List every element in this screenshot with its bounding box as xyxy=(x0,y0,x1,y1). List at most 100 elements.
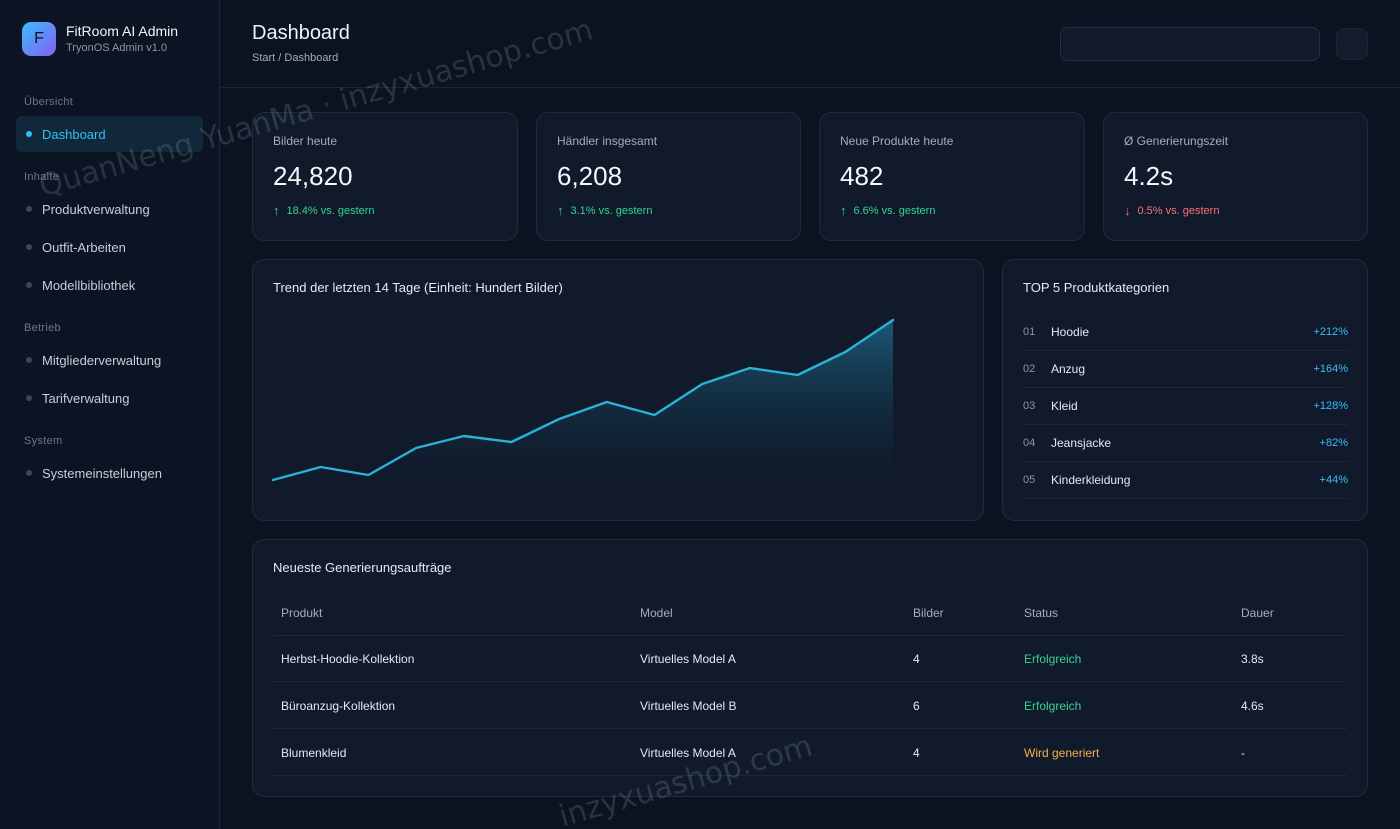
list-item[interactable]: 02 Anzug +164% xyxy=(1023,351,1348,388)
status-badge: Erfolgreich xyxy=(1024,698,1082,713)
page-title: Dashboard xyxy=(252,22,350,44)
category-growth: +44% xyxy=(1319,474,1348,486)
stat-change-text: 0.5% vs. gestern xyxy=(1137,204,1220,217)
brand[interactable]: F FitRoom AI Admin TryonOS Admin v1.0 xyxy=(22,22,178,56)
cell-images: 4 xyxy=(913,745,920,760)
arrow-down-icon: ↓ xyxy=(1124,203,1131,218)
stat-value: 4.2s xyxy=(1124,161,1174,191)
list-item[interactable]: 04 Jeansjacke +82% xyxy=(1023,425,1348,462)
sidebar-item-label: Modellbibliothek xyxy=(42,277,136,293)
search-input[interactable] xyxy=(1060,27,1320,61)
cell-duration: - xyxy=(1241,745,1245,760)
category-name: Kleid xyxy=(1051,399,1078,413)
stat-value: 482 xyxy=(840,161,884,191)
stat-change: ↓ 0.5% vs. gestern xyxy=(1124,203,1219,218)
nav-dot-icon xyxy=(26,395,32,401)
sidebar-item-models[interactable]: Modellbibliothek xyxy=(16,267,203,303)
main-content: Dashboard Start / Dashboard Bilder heute… xyxy=(220,0,1400,829)
sidebar-item-label: Produktverwaltung xyxy=(42,201,150,217)
table-row[interactable]: Herbst-Hoodie-Kollektion Virtuelles Mode… xyxy=(273,635,1347,682)
stat-label: Händler insgesamt xyxy=(557,134,658,148)
nav-dot-icon xyxy=(26,282,32,288)
cell-product: Herbst-Hoodie-Kollektion xyxy=(281,651,415,666)
category-rank: 01 xyxy=(1023,326,1036,338)
cell-duration: 4.6s xyxy=(1241,698,1264,713)
sidebar: F FitRoom AI Admin TryonOS Admin v1.0 Üb… xyxy=(0,0,220,829)
column-header-images[interactable]: Bilder xyxy=(913,605,944,620)
category-name: Hoodie xyxy=(1051,325,1090,339)
stat-label: Ø Generierungszeit xyxy=(1124,134,1229,148)
stat-change: ↑ 18.4% vs. gestern xyxy=(273,203,375,218)
nav-dot-icon xyxy=(26,131,32,137)
stat-change-text: 3.1% vs. gestern xyxy=(570,204,653,217)
sidebar-item-settings[interactable]: Systemeinstellungen xyxy=(16,455,203,491)
category-name: Anzug xyxy=(1051,362,1086,376)
header-action-button[interactable] xyxy=(1336,28,1368,60)
cell-model: Virtuelles Model A xyxy=(640,745,736,760)
sidebar-item-dashboard[interactable]: Dashboard xyxy=(16,116,203,152)
table-header: Produkt Model Bilder Status Dauer xyxy=(273,589,1347,636)
stat-change: ↑ 3.1% vs. gestern xyxy=(557,203,652,218)
chart-title: Trend der letzten 14 Tage (Einheit: Hund… xyxy=(273,280,563,295)
category-name: Jeansjacke xyxy=(1051,436,1112,450)
stat-change-text: 18.4% vs. gestern xyxy=(286,204,375,217)
nav-section-system: System xyxy=(24,435,63,447)
category-growth: +128% xyxy=(1313,400,1348,412)
list-item[interactable]: 05 Kinderkleidung +44% xyxy=(1023,462,1348,499)
cell-model: Virtuelles Model B xyxy=(640,698,737,713)
status-badge: Erfolgreich xyxy=(1024,651,1082,666)
table-row[interactable]: Blumenkleid Virtuelles Model A 4 Wird ge… xyxy=(273,729,1347,776)
stat-change-text: 6.6% vs. gestern xyxy=(853,204,936,217)
top-categories-title: TOP 5 Produktkategorien xyxy=(1023,280,1170,295)
breadcrumb[interactable]: Start / Dashboard xyxy=(252,52,339,64)
stat-card-images-today: Bilder heute 24,820 ↑ 18.4% vs. gestern xyxy=(252,112,518,241)
arrow-up-icon: ↑ xyxy=(840,203,847,218)
arrow-up-icon: ↑ xyxy=(273,203,280,218)
nav-dot-icon xyxy=(26,244,32,250)
category-growth: +164% xyxy=(1313,363,1348,375)
sidebar-item-outfits[interactable]: Outfit-Arbeiten xyxy=(16,229,203,265)
sidebar-item-label: Outfit-Arbeiten xyxy=(42,239,126,255)
arrow-up-icon: ↑ xyxy=(557,203,564,218)
column-header-duration[interactable]: Dauer xyxy=(1241,605,1274,620)
category-rank: 03 xyxy=(1023,400,1036,412)
category-rank: 02 xyxy=(1023,363,1036,375)
nav-section-overview: Übersicht xyxy=(24,96,74,108)
table-row[interactable]: Büroanzug-Kollektion Virtuelles Model B … xyxy=(273,682,1347,729)
sidebar-item-label: Mitgliederverwaltung xyxy=(42,352,162,368)
chart-series-line xyxy=(271,318,895,482)
jobs-title: Neueste Generierungsaufträge xyxy=(273,560,452,575)
stat-value: 24,820 xyxy=(273,161,353,191)
category-name: Kinderkleidung xyxy=(1051,473,1131,487)
sidebar-item-label: Systemeinstellungen xyxy=(42,465,162,481)
category-growth: +212% xyxy=(1313,326,1348,338)
stat-label: Bilder heute xyxy=(273,134,338,148)
column-header-status[interactable]: Status xyxy=(1024,605,1059,620)
cell-images: 4 xyxy=(913,651,920,666)
sidebar-item-label: Tarifverwaltung xyxy=(42,390,130,406)
sidebar-item-label: Dashboard xyxy=(42,126,106,142)
column-header-model[interactable]: Model xyxy=(640,605,673,620)
trend-chart-card: Trend der letzten 14 Tage (Einheit: Hund… xyxy=(252,259,984,521)
category-rank: 04 xyxy=(1023,437,1036,449)
brand-name: FitRoom AI Admin xyxy=(66,23,179,39)
sidebar-item-products[interactable]: Produktverwaltung xyxy=(16,191,203,227)
brand-text: FitRoom AI Admin TryonOS Admin v1.0 xyxy=(66,22,178,56)
category-rank: 05 xyxy=(1023,474,1036,486)
cell-product: Büroanzug-Kollektion xyxy=(281,698,396,713)
status-badge: Wird generiert xyxy=(1024,745,1100,760)
list-item[interactable]: 03 Kleid +128% xyxy=(1023,388,1348,425)
brand-logo: F xyxy=(22,22,56,56)
list-item[interactable]: 01 Hoodie +212% xyxy=(1023,314,1348,351)
nav-dot-icon xyxy=(26,206,32,212)
nav-section-operations: Betrieb xyxy=(24,322,61,334)
column-header-product[interactable]: Produkt xyxy=(281,605,323,620)
sidebar-item-members[interactable]: Mitgliederverwaltung xyxy=(16,342,203,378)
chart-area-fill xyxy=(273,320,893,490)
nav-dot-icon xyxy=(26,470,32,476)
sidebar-item-plans[interactable]: Tarifverwaltung xyxy=(16,380,203,416)
cell-images: 6 xyxy=(913,698,920,713)
trend-chart xyxy=(271,318,895,490)
cell-product: Blumenkleid xyxy=(281,745,347,760)
